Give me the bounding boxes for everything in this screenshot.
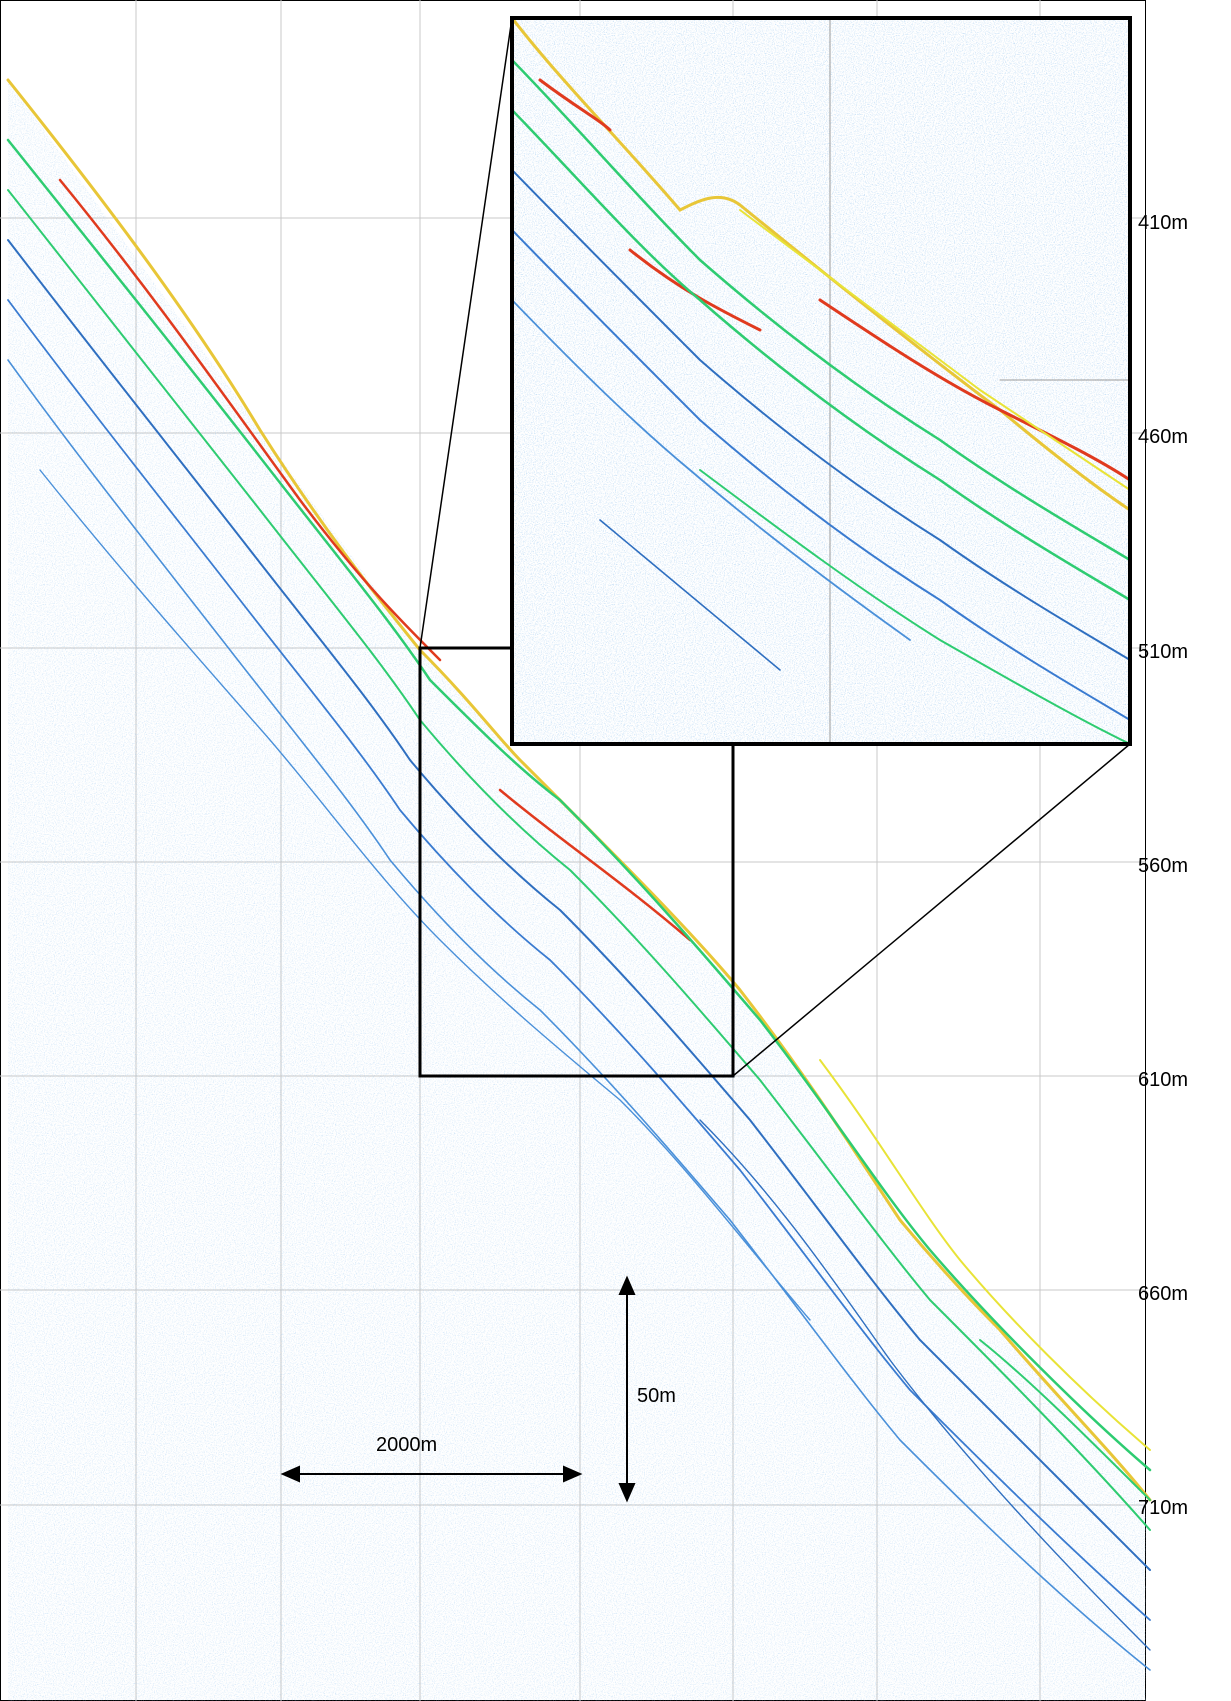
scale-bars <box>280 1275 636 1503</box>
reflector-green <box>7 189 1151 1531</box>
arrowhead-top <box>618 1275 636 1295</box>
inset-reflector-green <box>699 469 1130 744</box>
arrowhead-right <box>563 1465 583 1483</box>
inset-reflector-blue <box>512 229 1130 721</box>
depth-label-560: 560m <box>1138 855 1189 877</box>
inset-reflector-red <box>538 78 612 132</box>
reflector-blue <box>7 239 1151 1571</box>
reflector-green <box>6 138 1152 1472</box>
reflector-red <box>58 178 442 662</box>
reflector-blue <box>7 299 1151 1621</box>
reflector-blue <box>39 469 811 1321</box>
horizontal-scale-label: 2000m <box>376 1434 438 1456</box>
inset-reflector-green <box>512 58 1130 562</box>
inset-reflector-red <box>818 298 1130 482</box>
reflector-red <box>498 788 692 942</box>
inset-reflector-blue <box>512 299 911 641</box>
inset-reflector-green <box>512 108 1130 602</box>
reflector-blue <box>7 359 1151 1671</box>
depth-label-410: 410m <box>1138 212 1189 234</box>
arrowhead-bottom <box>618 1483 636 1503</box>
inset-frame <box>510 16 1132 746</box>
inset-reflector-yellow <box>739 209 1130 491</box>
inset-seafloor-reflector <box>512 18 1130 512</box>
reflector-green <box>979 1339 1151 1501</box>
reflector-blue <box>699 1119 1151 1651</box>
seismic-reflectors <box>6 78 1152 1671</box>
depth-label-610: 610m <box>1138 1069 1189 1091</box>
inset-reflector-blue <box>599 519 781 671</box>
connector-line <box>419 17 513 649</box>
depth-label-460: 460m <box>1138 426 1189 448</box>
inset-connectors <box>419 17 1131 1077</box>
inset-reflector-blue <box>512 169 1130 661</box>
reflector-yellow <box>819 1059 1151 1451</box>
arrowhead-left <box>280 1465 300 1483</box>
depth-label-510: 510m <box>1138 641 1189 663</box>
depth-label-710: 710m <box>1138 1497 1189 1519</box>
vertical-scale-label: 50m <box>637 1385 676 1407</box>
inset-panel <box>510 16 1132 746</box>
depth-label-660: 660m <box>1138 1283 1189 1305</box>
connector-line <box>732 743 1131 1077</box>
